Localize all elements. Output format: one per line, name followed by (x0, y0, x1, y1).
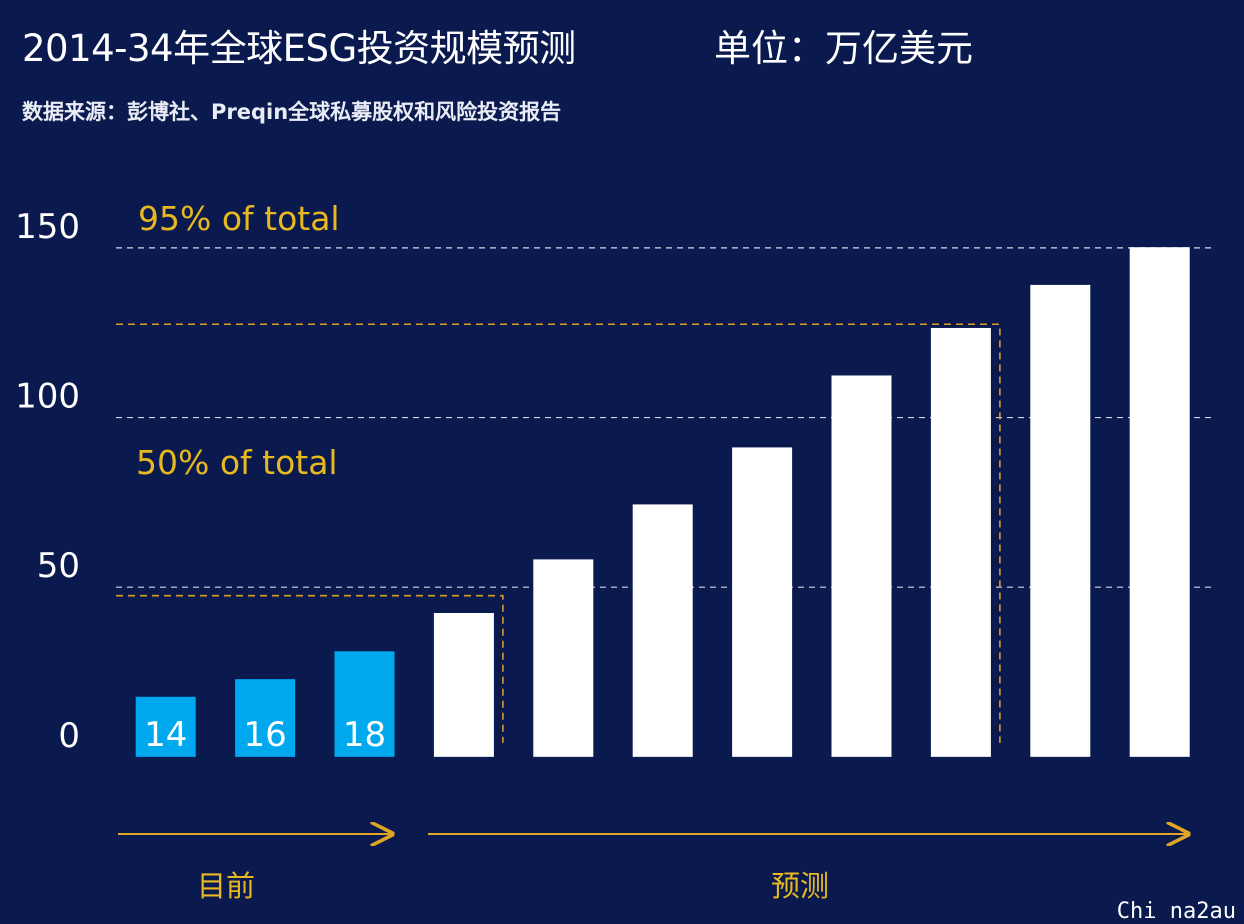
period-label-1: 预测 (771, 869, 829, 903)
y-tick-label-0: 0 (58, 716, 80, 756)
reference-label-0: 95% of total (138, 199, 340, 238)
bar-2024 (632, 504, 693, 757)
x-tick-label-28: 28 (840, 715, 883, 755)
bar-2032 (1030, 284, 1091, 757)
bar-2030 (930, 327, 991, 757)
x-tick-label-30: 30 (939, 715, 982, 755)
data-source: 数据来源：彭博社、Preqin全球私募股权和风险投资报告 (22, 100, 562, 124)
bar-2034 (1129, 247, 1190, 757)
bar-2028 (831, 375, 892, 757)
bar-2020 (433, 612, 494, 757)
x-tick-label-34: 34 (1138, 715, 1181, 755)
bar-2026 (732, 447, 793, 757)
reference-label-1: 50% of total (136, 443, 338, 482)
y-tick-label-100: 100 (15, 377, 80, 417)
chart-title: 2014-34年全球ESG投资规模预测 (22, 27, 576, 70)
x-tick-label-16: 16 (243, 715, 286, 755)
x-tick-label-20: 20 (442, 715, 485, 755)
x-tick-label-26: 26 (740, 715, 783, 755)
reference-line-1 (116, 594, 504, 743)
x-tick-label-24: 24 (641, 715, 684, 755)
bar-2022 (533, 559, 594, 757)
watermark: Chi na2au (1116, 899, 1236, 924)
x-tick-label-18: 18 (343, 715, 386, 755)
bar-2014 (135, 696, 196, 757)
bar-2016 (235, 679, 296, 757)
y-tick-label-150: 150 (15, 207, 80, 247)
y-tick-label-50: 50 (37, 546, 80, 586)
period-label-0: 目前 (197, 869, 255, 903)
reference-line-0 (116, 323, 1001, 743)
x-tick-label-32: 32 (1039, 715, 1082, 755)
x-tick-label-22: 22 (542, 715, 585, 755)
chart-unit: 单位：万亿美元 (714, 27, 973, 70)
bar-2018 (334, 651, 395, 757)
x-tick-label-14: 14 (144, 715, 187, 755)
